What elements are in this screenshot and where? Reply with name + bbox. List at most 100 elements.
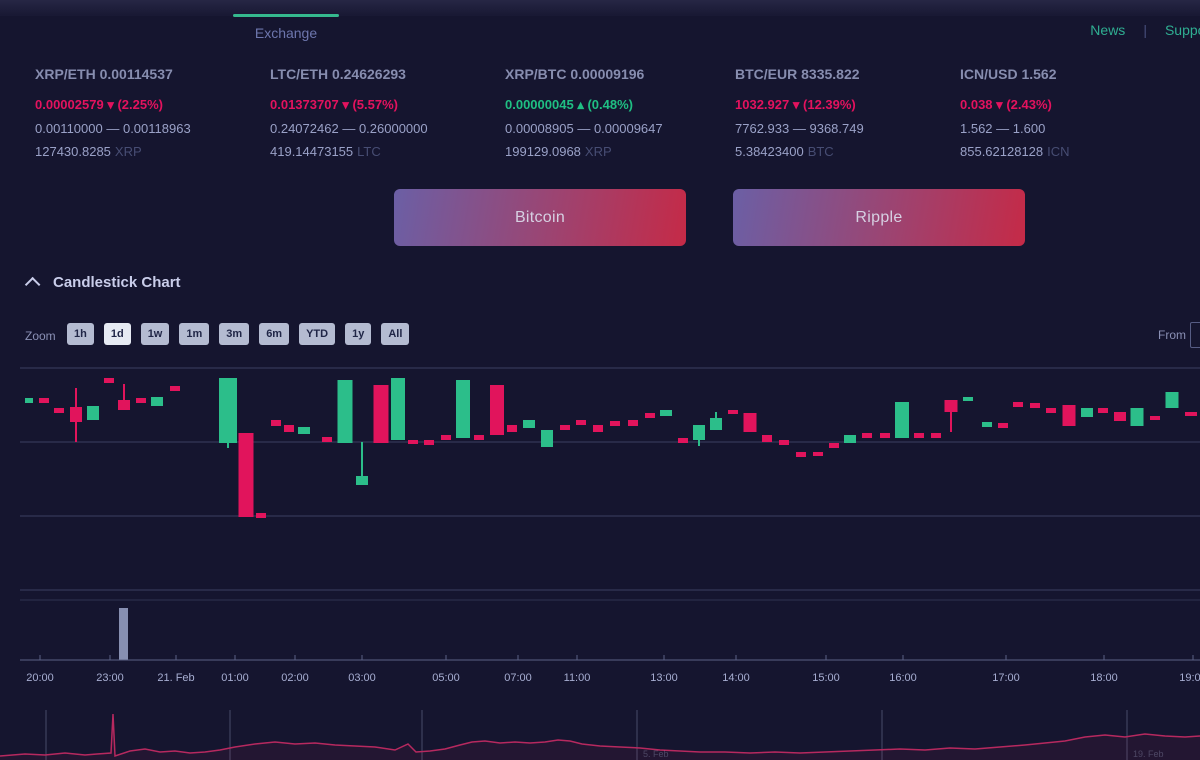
ticker-unit: XRP (114, 144, 142, 159)
ticker-price: 1.562 (1021, 66, 1057, 82)
candle (998, 423, 1008, 428)
candle (490, 385, 504, 435)
candle (238, 433, 254, 517)
candle (728, 410, 738, 414)
candle (743, 413, 757, 432)
candle (523, 420, 535, 428)
candle (762, 435, 772, 442)
ticker-volume: 5.38423400 (735, 144, 804, 159)
candle (408, 440, 418, 444)
candle (1013, 402, 1023, 407)
candle (1130, 408, 1144, 426)
ticker-price: 0.00114537 (99, 66, 173, 82)
candle (560, 425, 570, 430)
nav-link-news[interactable]: News (1090, 22, 1126, 38)
candle (862, 433, 872, 438)
ticker-low: 0.00110000 (35, 121, 103, 136)
ticker-low: 0.00008905 (505, 121, 574, 136)
x-axis-label: 23:00 (96, 672, 124, 684)
ticker-pair: ICN/USD (960, 66, 1018, 82)
candle (1046, 408, 1056, 413)
candle (963, 397, 973, 401)
navigator-line (0, 713, 1200, 758)
ticker-change-pct: (0.48%) (587, 97, 633, 112)
zoom-button-1h[interactable]: 1h (67, 323, 94, 345)
ticker-change: 1032.927 (735, 97, 790, 112)
ticker-high: 9368.749 (809, 121, 864, 136)
x-axis-label: 07:00 (504, 672, 532, 684)
candle (54, 408, 64, 413)
zoom-button-1d[interactable]: 1d (103, 323, 131, 345)
ticker-price: 0.00009196 (570, 66, 645, 82)
candle (70, 407, 82, 422)
volume-plot-area[interactable] (20, 600, 1200, 660)
tab-exchange[interactable]: Exchange (233, 14, 339, 43)
candle (170, 386, 180, 391)
range-separator: — (342, 121, 356, 136)
ticker-ltc-eth[interactable]: LTC/ETH 0.24626293 0.01373707 ▾ (5.57%) … (270, 66, 502, 159)
zoom-button-6m[interactable]: 6m (259, 323, 290, 345)
candle (844, 435, 856, 443)
ticker-change-pct: (12.39%) (803, 97, 856, 112)
candle (1114, 412, 1126, 421)
ticker-change-pct: (2.43%) (1006, 97, 1052, 112)
x-axis-label: 18:00 (1090, 672, 1118, 684)
ticker-btc-eur[interactable]: BTC/EUR 8335.822 1032.927 ▾ (12.39%) 776… (735, 66, 967, 159)
x-axis-label: 21. Feb (157, 672, 194, 684)
candlestick-plot-area[interactable] (20, 355, 1200, 600)
candle (118, 400, 130, 410)
candle (322, 437, 332, 442)
ticker-change-pct: (5.57%) (352, 97, 398, 112)
x-axis-label: 01:00 (221, 672, 249, 684)
section-title: Candlestick Chart (53, 274, 181, 291)
candle (576, 420, 586, 425)
candle (880, 433, 890, 438)
collapse-chevron-icon[interactable] (24, 276, 41, 293)
candle (660, 410, 672, 416)
candle (944, 400, 958, 412)
candle (284, 425, 294, 432)
x-axis-label: 20:00 (26, 672, 54, 684)
ticker-xrp-btc[interactable]: XRP/BTC 0.00009196 0.00000045 ▴ (0.48%) … (505, 66, 737, 159)
ticker-icn-usd[interactable]: ICN/USD 1.562 0.038 ▾ (2.43%) 1.562 — 1.… (960, 66, 1192, 159)
zoom-button-all[interactable]: All (381, 323, 410, 345)
zoom-button-1w[interactable]: 1w (140, 323, 170, 345)
candle (779, 440, 789, 445)
ticker-change: 0.038 (960, 97, 993, 112)
candle (219, 378, 237, 443)
ticker-unit: ICN (1047, 144, 1070, 159)
candle (628, 420, 638, 426)
ticker-volume: 199129.0968 (505, 144, 581, 159)
ticker-xrp-eth[interactable]: XRP/ETH 0.00114537 0.00002579 ▾ (2.25%) … (35, 66, 267, 159)
zoom-button-ytd[interactable]: YTD (299, 323, 336, 345)
candle (256, 513, 266, 518)
navigator[interactable] (0, 705, 1200, 760)
candle (1030, 403, 1040, 408)
top-navigation: Exchange News | Support (0, 0, 1200, 56)
candle (1098, 408, 1108, 413)
zoom-button-1y[interactable]: 1y (345, 323, 372, 345)
candle (914, 433, 924, 438)
navigator-date-label: 19. Feb (1133, 749, 1164, 759)
range-separator: — (106, 121, 120, 136)
x-axis-label: 05:00 (432, 672, 460, 684)
range-separator: — (792, 121, 806, 136)
from-date-input[interactable] (1190, 322, 1200, 348)
ticker-change: 0.01373707 (270, 97, 339, 112)
range-separator: — (996, 121, 1010, 136)
bitcoin-button[interactable]: Bitcoin (394, 189, 686, 246)
candle (373, 385, 389, 443)
zoom-label: Zoom (25, 329, 56, 343)
zoom-button-3m[interactable]: 3m (219, 323, 250, 345)
ripple-button[interactable]: Ripple (733, 189, 1025, 246)
nav-link-support[interactable]: Support (1164, 22, 1200, 38)
active-tab-indicator (233, 14, 339, 17)
navigator-date-label: 5. Feb (643, 749, 669, 759)
zoom-button-1m[interactable]: 1m (179, 323, 210, 345)
candle (693, 425, 705, 440)
candle (982, 422, 992, 427)
candle (104, 378, 114, 383)
navigator-area-fill (0, 714, 1200, 760)
zoom-button-group: 1h 1d 1w 1m 3m 6m YTD 1y All (67, 323, 410, 345)
candle (298, 427, 310, 434)
